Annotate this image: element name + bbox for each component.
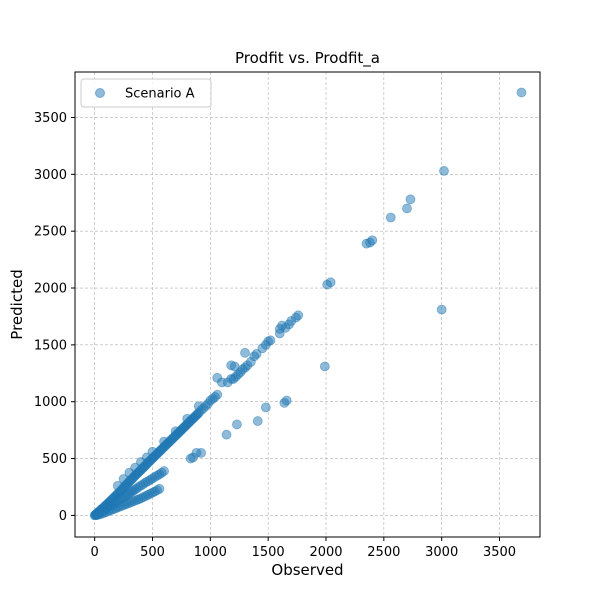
x-tick-label: 500	[140, 545, 165, 560]
data-point	[130, 462, 141, 473]
x-tick-label: 1500	[252, 545, 285, 560]
data-point	[196, 447, 206, 458]
x-axis-label: Observed	[271, 561, 343, 579]
data-point	[516, 87, 527, 98]
data-point	[439, 166, 449, 176]
grid-lines	[75, 72, 540, 537]
data-point	[170, 426, 181, 437]
data-point	[252, 416, 263, 426]
data-point	[147, 446, 158, 457]
data-point	[405, 194, 416, 205]
data-point	[319, 361, 330, 372]
data-point	[277, 320, 287, 331]
data-point	[325, 277, 336, 288]
data-point	[193, 401, 204, 412]
data-point	[251, 349, 262, 359]
x-tick-label: 3000	[425, 545, 458, 560]
axis-ticks: 0 500 1000 1500 2000 2500 3000 3500 0 500 1000 1500…	[34, 111, 516, 560]
legend-box	[80, 78, 212, 108]
data-point	[221, 429, 232, 440]
x-tick-label: 2500	[367, 545, 400, 560]
data-point	[402, 203, 412, 214]
y-tick-label: 3500	[34, 111, 67, 126]
data-point	[265, 335, 276, 346]
y-tick-label: 500	[42, 452, 67, 467]
data-point	[141, 452, 152, 463]
data-point	[112, 480, 123, 491]
legend-marker	[95, 88, 105, 98]
y-tick-label: 2000	[34, 282, 67, 297]
chart-title: Prodfit vs. Prodfit_a	[235, 49, 380, 68]
data-point	[154, 483, 165, 494]
data-point	[182, 413, 193, 424]
x-tick-label: 1000	[194, 545, 227, 560]
data-point	[229, 361, 240, 372]
data-point	[385, 212, 396, 223]
data-point	[159, 466, 169, 476]
y-tick-label: 0	[59, 509, 67, 524]
data-point	[118, 474, 129, 484]
data-point	[212, 372, 223, 383]
data-point	[232, 419, 242, 430]
data-point	[436, 304, 447, 315]
y-tick-label: 2500	[34, 225, 67, 240]
x-tick-label: 2000	[309, 545, 342, 560]
y-axis-label: Predicted	[8, 269, 26, 339]
x-tick-label: 0	[91, 545, 99, 560]
data-point	[367, 235, 378, 246]
data-points	[89, 87, 527, 521]
data-point	[293, 310, 304, 321]
data-point	[260, 402, 271, 413]
plot-frame	[74, 71, 541, 538]
legend: Scenario A	[80, 78, 212, 108]
data-point	[212, 389, 223, 400]
y-tick-label: 1500	[34, 338, 67, 353]
legend-entry-scenario-a: Scenario A	[125, 87, 195, 102]
x-tick-label: 3500	[483, 545, 516, 560]
data-point	[240, 347, 250, 358]
data-point	[281, 395, 292, 406]
y-tick-label: 1000	[34, 395, 67, 410]
y-tick-label: 3000	[34, 168, 67, 183]
data-point	[159, 436, 169, 447]
